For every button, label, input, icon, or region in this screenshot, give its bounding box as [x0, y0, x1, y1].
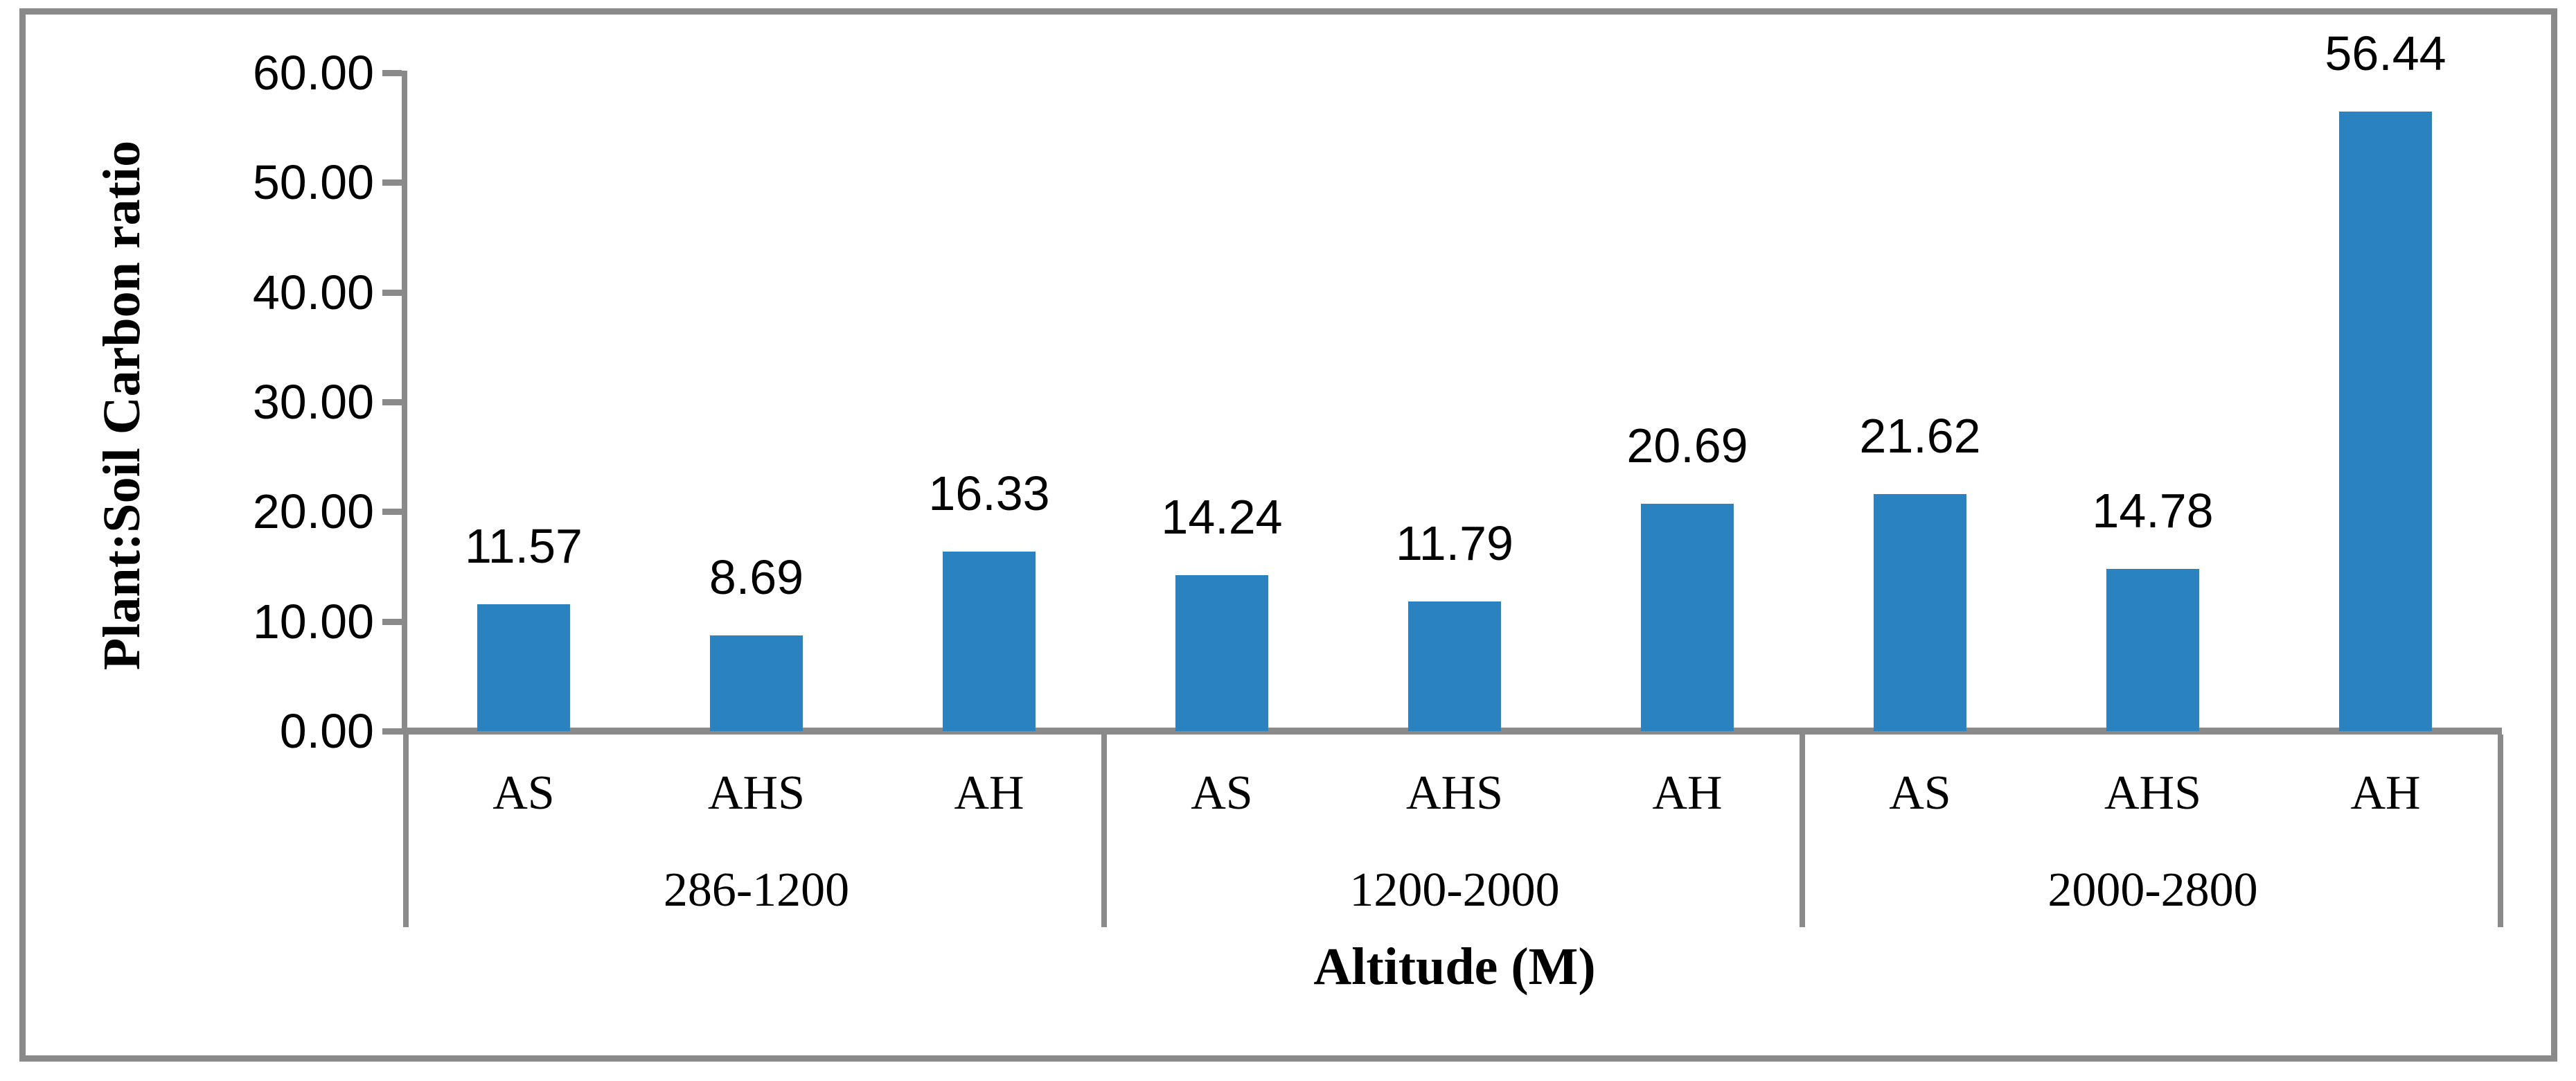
- ytick-label: 0.00: [279, 704, 374, 758]
- bar-value-label: 11.79: [1396, 516, 1513, 571]
- ytick-label: 20.00: [252, 484, 374, 539]
- ytick-mark: [382, 509, 402, 516]
- category-label: AHS: [1405, 766, 1504, 820]
- group-label: 1200-2000: [1349, 863, 1560, 917]
- bar: [1641, 504, 1734, 731]
- bar: [1175, 574, 1268, 731]
- bar: [2339, 112, 2432, 731]
- group-separator: [403, 735, 409, 927]
- ytick-mark: [382, 289, 402, 296]
- group-separator: [2498, 735, 2503, 927]
- x-axis-title: Altitude (M): [1313, 938, 1596, 996]
- bar-value-label: 8.69: [709, 550, 804, 605]
- bar-value-label: 56.44: [2325, 26, 2446, 81]
- category-label: AHS: [2104, 766, 2202, 820]
- group-label: 286-1200: [663, 863, 850, 917]
- bar: [1874, 493, 1966, 731]
- group-separator: [1101, 735, 1107, 927]
- bar: [2106, 568, 2199, 731]
- x-axis-line: [402, 728, 2502, 735]
- ytick-label: 10.00: [252, 594, 374, 649]
- category-label: AS: [1191, 766, 1253, 820]
- group-label: 2000-2800: [2048, 863, 2258, 917]
- ytick-mark: [382, 399, 402, 405]
- ytick-label: 50.00: [252, 155, 374, 210]
- bar-value-label: 20.69: [1626, 419, 1748, 473]
- category-label: AH: [954, 766, 1024, 820]
- ytick-mark: [382, 179, 402, 186]
- category-label: AS: [492, 766, 555, 820]
- ytick-mark: [382, 70, 402, 76]
- category-label: AHS: [707, 766, 806, 820]
- chart-border: [19, 8, 2557, 1062]
- category-label: AS: [1889, 766, 1951, 820]
- bar: [477, 604, 570, 731]
- category-label: AH: [2350, 766, 2421, 820]
- ytick-label: 30.00: [252, 375, 374, 429]
- group-separator: [1800, 735, 1805, 927]
- y-axis-line: [402, 71, 407, 735]
- bar-value-label: 11.57: [465, 518, 583, 573]
- bar: [943, 552, 1036, 731]
- category-label: AH: [1652, 766, 1723, 820]
- bar-value-label: 16.33: [928, 466, 1050, 521]
- bar-value-label: 21.62: [1859, 408, 1981, 463]
- ytick-label: 40.00: [252, 265, 374, 319]
- bar: [710, 635, 803, 731]
- ytick-label: 60.00: [252, 46, 374, 100]
- bar-value-label: 14.78: [2092, 483, 2214, 538]
- bar: [1408, 601, 1501, 731]
- bar-value-label: 14.24: [1161, 489, 1283, 544]
- ytick-mark: [382, 618, 402, 625]
- ytick-mark: [382, 728, 402, 735]
- y-axis-title: Plant:Soil Carbon ratio: [93, 140, 151, 671]
